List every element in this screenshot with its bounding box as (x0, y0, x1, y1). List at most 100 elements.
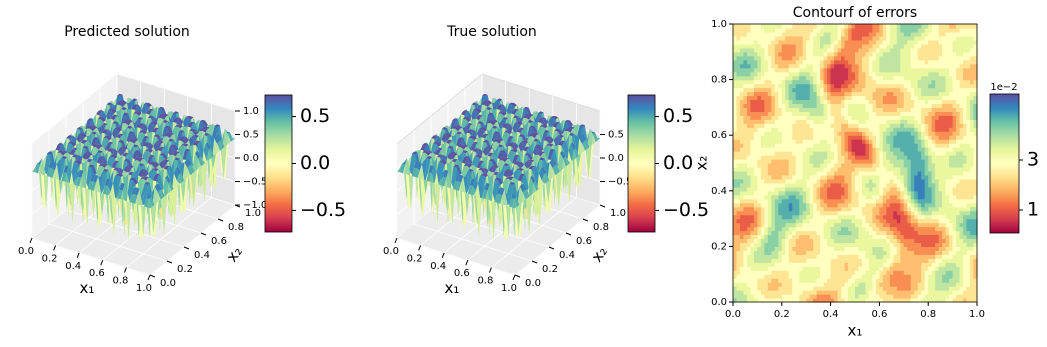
contour-cell (761, 103, 765, 108)
contour-cell (736, 60, 740, 65)
contour-cell (796, 44, 800, 49)
contour-cell (810, 32, 814, 37)
contour-cell (785, 103, 789, 108)
contour-cell (796, 68, 800, 73)
contour-cell (771, 215, 775, 220)
contour-cell (754, 258, 758, 263)
contour-cell (754, 44, 758, 49)
contour-cell (757, 199, 761, 204)
contour-cell (775, 199, 779, 204)
contour-cell (799, 203, 803, 208)
x-tick-label: 0.0 (383, 246, 399, 257)
contour-cell (750, 266, 754, 271)
contour-cell (754, 199, 758, 204)
contour-cell (785, 278, 789, 283)
contour-cell (733, 159, 737, 164)
contour-cell (747, 175, 751, 180)
contour-cell (789, 143, 793, 148)
contour-cell (761, 282, 765, 287)
contour-cell (810, 231, 814, 236)
contour-cell (782, 44, 786, 49)
contour-cell (740, 262, 744, 267)
contour-cell (768, 151, 772, 156)
contour-cell (796, 92, 800, 97)
contour-cell (813, 179, 817, 184)
contour-cell (733, 258, 737, 263)
contour-cell (757, 48, 761, 53)
contour-cell (778, 187, 782, 192)
contour-cell (750, 32, 754, 37)
y-tick-label: 0.4 (194, 250, 210, 261)
contour-cell (771, 80, 775, 85)
contour-cell (813, 123, 817, 128)
contour-cell (743, 234, 747, 239)
contour-cell (740, 183, 744, 188)
contour-cell (750, 175, 754, 180)
contour-cell (736, 103, 740, 108)
contour-cell (747, 32, 751, 37)
contour-cell (789, 167, 793, 172)
contour-cell (785, 123, 789, 128)
contour-cell (750, 151, 754, 156)
contour-cell (792, 99, 796, 104)
contour-cell (810, 179, 814, 184)
contour-cell (796, 155, 800, 160)
contour-cell (764, 167, 768, 172)
contour-cell (778, 143, 782, 148)
contour-cell (799, 76, 803, 81)
contour-cell (810, 143, 814, 148)
contour-cell (813, 262, 817, 267)
contour-cell (743, 171, 747, 176)
contour-cell (778, 24, 782, 29)
contour-cell (736, 48, 740, 53)
contour-cell (803, 187, 807, 192)
contour-cell (803, 199, 807, 204)
contour-cell (775, 36, 779, 41)
contour-cell (743, 88, 747, 93)
contour-cell (750, 107, 754, 112)
contour-cell (754, 262, 758, 267)
contour-cell (736, 199, 740, 204)
contour-cell (750, 282, 754, 287)
contour-cell (806, 88, 810, 93)
contour-cell (736, 32, 740, 37)
contour-cell (757, 111, 761, 116)
contour-cell (761, 127, 765, 132)
contour-cell (799, 68, 803, 73)
contour-cell (768, 286, 772, 291)
contour-cell (764, 143, 768, 148)
contour-cell (757, 211, 761, 216)
contour-cell (743, 278, 747, 283)
contour-cell (803, 52, 807, 57)
contour-cell (747, 262, 751, 267)
contour-cell (792, 68, 796, 73)
x-tick (30, 238, 32, 243)
contour-cell (743, 187, 747, 192)
contour-cell (789, 40, 793, 45)
contour-cell (813, 282, 817, 287)
contour-cell (761, 56, 765, 61)
contour-cell (764, 24, 768, 29)
contour-cell (778, 195, 782, 200)
contour-cell (757, 151, 761, 156)
contour-cell (768, 234, 772, 239)
contour-cell (761, 203, 765, 208)
contour-cell (799, 32, 803, 37)
contour-cell (768, 80, 772, 85)
contour-cell (764, 179, 768, 184)
contour-cell (743, 107, 747, 112)
contour-cell (757, 191, 761, 196)
contour-cell (813, 80, 817, 85)
contour-cell (775, 48, 779, 53)
contour-cell (792, 88, 796, 93)
contour-cell (796, 28, 800, 33)
contour-cell (806, 258, 810, 263)
contour-cell (743, 227, 747, 232)
contour-cell (733, 262, 737, 267)
contour-cell (743, 115, 747, 120)
contour-cell (733, 211, 737, 216)
contour-cell (757, 246, 761, 251)
contour-cell (754, 175, 758, 180)
contour-cell (761, 270, 765, 275)
contour-cell (733, 143, 737, 148)
